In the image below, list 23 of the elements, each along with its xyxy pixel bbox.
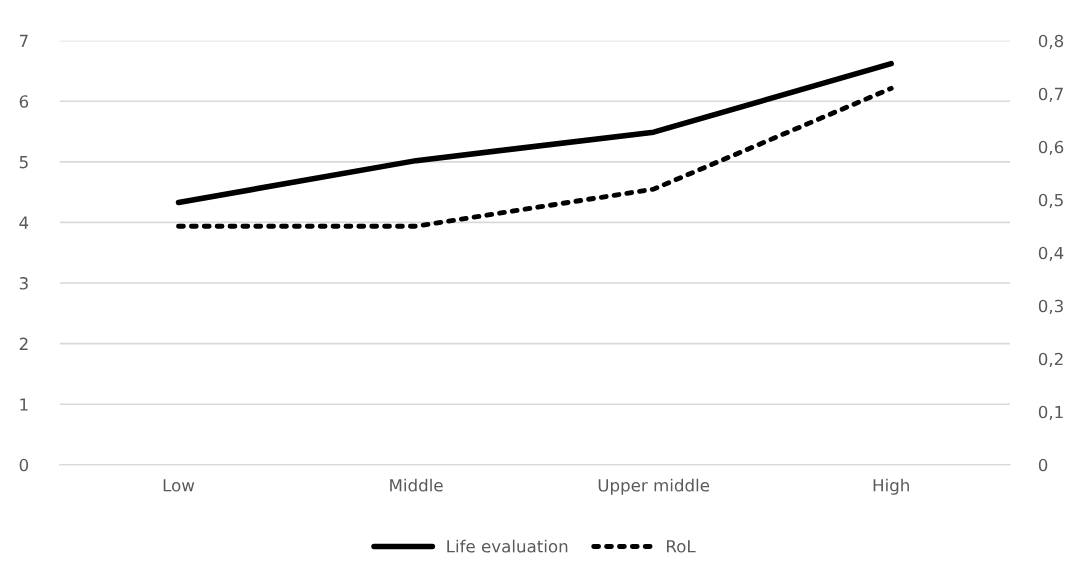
- y2-tick-label: 0,8: [1038, 34, 1064, 49]
- y2-tick-label: 0,2: [1038, 352, 1063, 368]
- y2-tick-label: 0,3: [1038, 299, 1063, 315]
- y-tick-label: 0: [19, 458, 29, 472]
- y2-tick-label: 0,7: [1038, 87, 1063, 102]
- x-tick-label: High: [873, 478, 909, 495]
- y2-tick-label: 0,1: [1038, 405, 1063, 421]
- y-tick-label: 2: [19, 337, 28, 350]
- x-tick-label: Upper middle: [598, 478, 710, 495]
- x-tick-label: Middle: [390, 478, 443, 492]
- legend-label: Life evaluation: [447, 539, 568, 553]
- x-tick-label: Low: [163, 479, 195, 492]
- y-tick-label: 6: [19, 95, 29, 108]
- y-tick-label: 1: [20, 398, 28, 411]
- legend-label: RoL: [667, 540, 696, 553]
- y2-tick-label: 0: [1038, 458, 1048, 472]
- y-tick-label: 4: [19, 216, 29, 229]
- y2-tick-label: 0,5: [1038, 193, 1063, 208]
- y2-tick-label: 0,4: [1038, 246, 1064, 261]
- y-tick-label: 5: [19, 156, 28, 169]
- y2-tick-label: 0,6: [1038, 140, 1064, 155]
- y-tick-label: 3: [19, 276, 28, 290]
- y-tick-label: 7: [19, 34, 28, 47]
